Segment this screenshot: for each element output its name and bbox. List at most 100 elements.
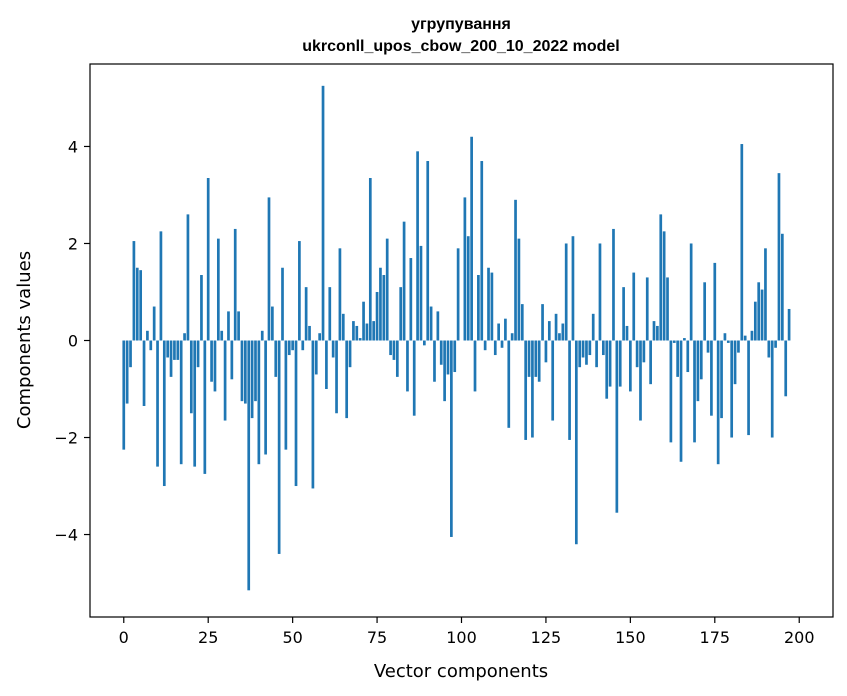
x-tick-label: 175 [700, 628, 731, 647]
bar [564, 243, 568, 341]
bar [122, 340, 126, 450]
bar [693, 340, 696, 443]
bar [487, 267, 490, 341]
bar [632, 272, 636, 341]
bar [277, 340, 281, 554]
bar [686, 340, 690, 373]
bar [423, 340, 426, 346]
bar [189, 340, 193, 414]
bar [237, 311, 240, 341]
bar [504, 318, 507, 341]
bar [750, 330, 754, 341]
bar [409, 258, 413, 341]
bar [233, 228, 237, 341]
x-tick-label: 0 [119, 628, 129, 647]
chart-title-line2: ukrconll_upos_cbow_200_10_2022 model [302, 38, 619, 55]
bar [649, 340, 652, 385]
bar [274, 340, 278, 377]
bars-group [122, 85, 791, 591]
bar [477, 275, 480, 341]
bar [389, 340, 392, 356]
bar [669, 340, 673, 443]
bar [585, 340, 588, 365]
bar [666, 277, 669, 341]
bar [466, 236, 470, 341]
bar [375, 291, 379, 341]
bar [601, 340, 605, 356]
bar [710, 340, 713, 416]
bar [662, 231, 666, 341]
bar [345, 340, 349, 419]
bar [166, 340, 170, 358]
bar [497, 323, 500, 341]
x-tick-label: 150 [615, 628, 646, 647]
bar [260, 330, 264, 341]
chart-title-line1: угрупування [411, 16, 511, 33]
bar [753, 301, 757, 341]
bar [176, 340, 180, 360]
bar [206, 178, 210, 341]
bar [162, 340, 166, 487]
bar [173, 340, 176, 360]
bar [760, 289, 764, 341]
y-tick-label: −4 [54, 526, 78, 545]
bar [314, 340, 318, 375]
bar [301, 340, 305, 351]
bar [183, 333, 186, 341]
bar [737, 340, 740, 353]
bar [399, 287, 403, 341]
bar [362, 301, 365, 341]
bar [264, 340, 267, 455]
bar [443, 340, 446, 402]
bar [730, 340, 734, 438]
bar [598, 243, 602, 341]
bar [135, 267, 139, 341]
bar [291, 340, 294, 351]
bar [412, 340, 416, 416]
bar [551, 340, 555, 421]
bar [450, 340, 453, 537]
bar [331, 340, 335, 358]
bar [510, 333, 514, 341]
bar [186, 214, 190, 341]
bar [645, 277, 649, 341]
bar [341, 313, 345, 341]
bar [429, 306, 433, 341]
bar [335, 340, 338, 414]
bar [250, 340, 254, 419]
bar [696, 340, 700, 402]
bar [615, 340, 619, 513]
bar [436, 311, 440, 341]
bar [483, 340, 487, 351]
bar [328, 287, 332, 341]
bar [142, 340, 146, 406]
bar [547, 321, 551, 341]
bar [358, 338, 362, 341]
bar [365, 323, 369, 341]
bar [193, 340, 197, 467]
bar [699, 340, 703, 380]
bar [520, 304, 524, 341]
x-tick-label: 100 [446, 628, 477, 647]
bar [318, 333, 321, 341]
bar [679, 340, 683, 462]
y-axis-ticks: −4 −2 0 2 4 [54, 137, 90, 545]
bar [196, 340, 200, 368]
bar [527, 340, 531, 377]
plot-frame [89, 63, 834, 618]
bar [656, 325, 659, 341]
bar [689, 243, 693, 341]
bar [706, 340, 710, 353]
bar [733, 340, 737, 385]
bar [382, 275, 386, 341]
bar [463, 197, 467, 341]
bar [780, 233, 784, 341]
bar [622, 287, 625, 341]
bar [713, 262, 717, 341]
bar [139, 270, 143, 341]
bar [395, 340, 399, 377]
bar [558, 333, 561, 341]
x-axis-label: Vector components [374, 661, 548, 682]
bar [311, 340, 315, 489]
bar [132, 241, 136, 341]
